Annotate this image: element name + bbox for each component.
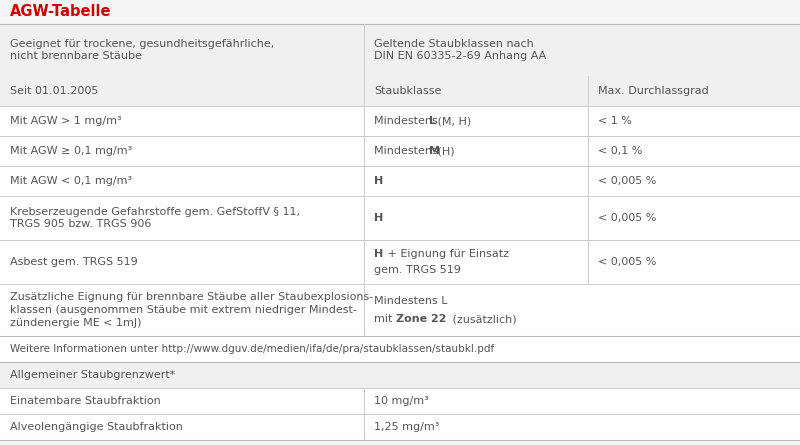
Text: < 0,005 %: < 0,005 % [598, 213, 656, 223]
Text: Seit 01.01.2005: Seit 01.01.2005 [10, 86, 98, 96]
Text: gem. TRGS 519: gem. TRGS 519 [374, 265, 461, 275]
Text: AGW-Tabelle: AGW-Tabelle [10, 4, 111, 20]
Text: Mindestens: Mindestens [374, 146, 442, 156]
Bar [0, 414, 800, 440]
Text: (zusätzlich): (zusätzlich) [449, 314, 517, 324]
Text: H: H [374, 213, 383, 223]
Bar [0, 440, 800, 445]
Text: < 0,005 %: < 0,005 % [598, 257, 656, 267]
Text: < 1 %: < 1 % [598, 116, 632, 126]
Text: (M, H): (M, H) [434, 116, 471, 126]
Bar [0, 240, 800, 284]
Bar [0, 106, 800, 136]
Text: (H): (H) [434, 146, 454, 156]
Text: H: H [374, 176, 383, 186]
Text: Zone 22: Zone 22 [396, 314, 446, 324]
Text: Zusätzliche Eignung für brennbare Stäube aller Staubexplosions-
klassen (ausgeno: Zusätzliche Eignung für brennbare Stäube… [10, 292, 374, 328]
Text: Asbest gem. TRGS 519: Asbest gem. TRGS 519 [10, 257, 138, 267]
Text: Weitere Informationen unter http://www.dguv.de/medien/ifa/de/pra/staubklassen/st: Weitere Informationen unter http://www.d… [10, 344, 494, 354]
Text: Alveolengängige Staubfraktion: Alveolengängige Staubfraktion [10, 422, 183, 432]
Bar [0, 388, 800, 414]
Bar [0, 76, 800, 106]
Text: Staubklasse: Staubklasse [374, 86, 442, 96]
Text: 10 mg/m³: 10 mg/m³ [374, 396, 429, 406]
Text: Krebserzeugende Gefahrstoffe gem. GefStoffV § 11,
TRGS 905 bzw. TRGS 906: Krebserzeugende Gefahrstoffe gem. GefSto… [10, 206, 300, 230]
Text: Geeignet für trockene, gesundheitsgefährliche,
nicht brennbare Stäube: Geeignet für trockene, gesundheitsgefähr… [10, 39, 274, 61]
Text: Max. Durchlassgrad: Max. Durchlassgrad [598, 86, 709, 96]
Text: < 0,005 %: < 0,005 % [598, 176, 656, 186]
Text: L: L [429, 116, 436, 126]
Bar [0, 362, 800, 388]
Bar [0, 166, 800, 196]
Text: 1,25 mg/m³: 1,25 mg/m³ [374, 422, 439, 432]
Text: + Eignung für Einsatz: + Eignung für Einsatz [384, 249, 509, 259]
Text: Mindestens L: Mindestens L [374, 296, 447, 306]
Bar [0, 24, 800, 76]
Text: M: M [429, 146, 440, 156]
Bar [0, 196, 800, 240]
Bar [0, 284, 800, 336]
Bar [0, 136, 800, 166]
Text: Einatembare Staubfraktion: Einatembare Staubfraktion [10, 396, 161, 406]
Text: Mit AGW ≥ 0,1 mg/m³: Mit AGW ≥ 0,1 mg/m³ [10, 146, 132, 156]
Text: Mit AGW < 0,1 mg/m³: Mit AGW < 0,1 mg/m³ [10, 176, 132, 186]
Bar [0, 0, 800, 24]
Text: Allgemeiner Staubgrenzwert*: Allgemeiner Staubgrenzwert* [10, 370, 175, 380]
Bar [0, 336, 800, 362]
Text: Geltende Staubklassen nach
DIN EN 60335-2-69 Anhang AA: Geltende Staubklassen nach DIN EN 60335-… [374, 39, 546, 61]
Text: mit: mit [374, 314, 396, 324]
Text: Mit AGW > 1 mg/m³: Mit AGW > 1 mg/m³ [10, 116, 122, 126]
Text: Mindestens: Mindestens [374, 116, 442, 126]
Text: H: H [374, 249, 383, 259]
Text: < 0,1 %: < 0,1 % [598, 146, 642, 156]
